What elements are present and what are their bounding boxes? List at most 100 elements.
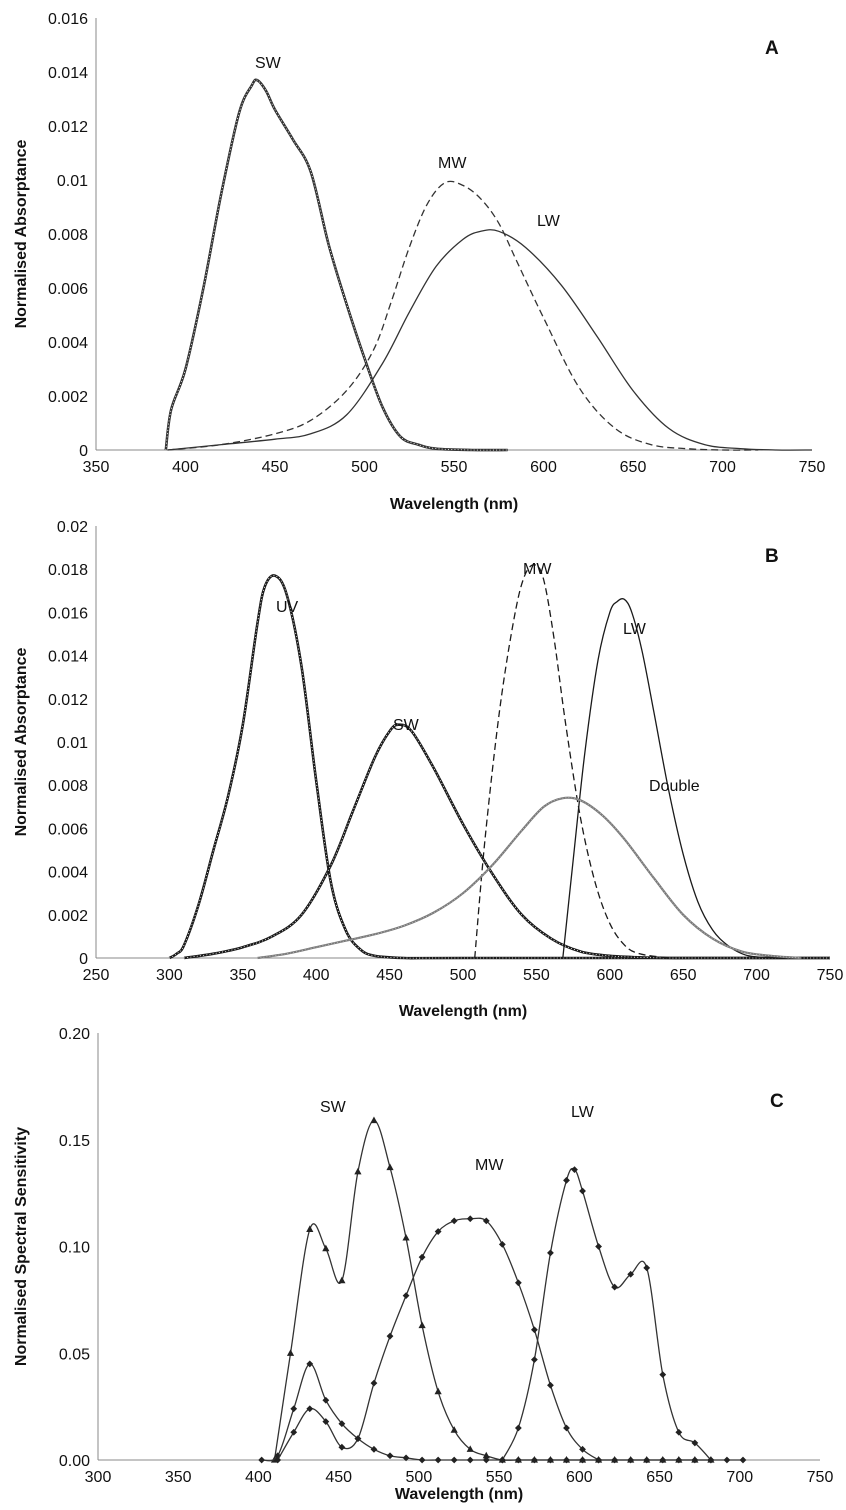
y-tick-label: 0.018 xyxy=(48,562,88,579)
marker-point xyxy=(306,1360,314,1368)
x-axis-label: Wavelength (nm) xyxy=(390,496,518,513)
marker-point xyxy=(386,1452,394,1460)
series-line-texture xyxy=(165,79,508,451)
series-mw: MW xyxy=(274,1157,602,1464)
series-label: MW xyxy=(438,155,467,172)
y-axis-label: Normalised Spectral Sensitivity xyxy=(13,1127,30,1366)
series-label: UV xyxy=(276,599,299,616)
y-tick-label: 0.002 xyxy=(48,908,88,925)
marker-point xyxy=(675,1428,683,1436)
chart-panel-c: 300 350 400 450 500 550 600 650 700 750 0.00 0.05 0.… xyxy=(13,1026,833,1503)
panel-label: B xyxy=(765,546,779,567)
panel-label: C xyxy=(770,1091,784,1112)
y-tick-label: 0 xyxy=(79,443,88,460)
marker-point xyxy=(611,1283,619,1291)
marker-point xyxy=(659,1456,667,1464)
marker-point xyxy=(402,1454,410,1462)
y-tick-label: 0.00 xyxy=(59,1453,90,1470)
y-tick-label: 0.15 xyxy=(59,1133,90,1150)
marker-point xyxy=(290,1428,298,1436)
series-label: LW xyxy=(623,621,647,638)
marker-point xyxy=(322,1244,330,1252)
series-label: Double xyxy=(649,778,700,795)
x-tick-label: 700 xyxy=(709,459,736,476)
marker-point xyxy=(627,1270,635,1278)
x-tick-label: 500 xyxy=(406,1469,433,1486)
series-label: MW xyxy=(523,561,552,578)
y-tick-label: 0.004 xyxy=(48,865,88,882)
x-tick-label: 750 xyxy=(817,967,844,984)
x-tick-label: 550 xyxy=(523,967,550,984)
y-tick-label: 0 xyxy=(79,951,88,968)
x-tick-label: 600 xyxy=(566,1469,593,1486)
marker-point xyxy=(434,1456,442,1464)
y-tick-label: 0.012 xyxy=(48,692,88,709)
marker-point xyxy=(322,1396,330,1404)
series-label: SW xyxy=(320,1099,347,1116)
y-tick-label: 0.006 xyxy=(48,821,88,838)
marker-point xyxy=(707,1456,715,1464)
chart-panel-a: 350 400 450 500 550 600 650 700 750 0 0.002 0.004 0.… xyxy=(13,11,825,513)
marker-point xyxy=(563,1176,570,1184)
marker-point xyxy=(579,1445,586,1453)
marker-point xyxy=(386,1332,394,1340)
x-tick-label: 450 xyxy=(376,967,403,984)
series-lw: LW xyxy=(498,1104,715,1464)
x-tick-label: 400 xyxy=(172,459,199,476)
marker-point xyxy=(579,1456,586,1464)
marker-point xyxy=(466,1445,474,1452)
x-tick-label: 550 xyxy=(441,459,468,476)
y-tick-label: 0.01 xyxy=(57,173,88,190)
y-tick-label: 0.20 xyxy=(59,1026,90,1043)
series-sw: SW xyxy=(270,1099,715,1463)
marker-point xyxy=(482,1217,490,1225)
marker-point xyxy=(418,1456,426,1464)
marker-point xyxy=(531,1326,538,1334)
marker-point xyxy=(514,1456,522,1464)
marker-point xyxy=(643,1264,651,1272)
y-tick-label: 0.10 xyxy=(59,1240,90,1257)
marker-point xyxy=(643,1456,651,1464)
x-axis-label: Wavelength (nm) xyxy=(395,1486,523,1503)
x-tick-label: 450 xyxy=(262,459,289,476)
series-label: SW xyxy=(255,55,282,72)
x-tick-label: 300 xyxy=(85,1469,112,1486)
marker-point xyxy=(322,1418,330,1425)
marker-point xyxy=(691,1439,699,1447)
panel-label: A xyxy=(765,38,779,59)
marker-point xyxy=(482,1451,490,1459)
series-line xyxy=(183,723,830,960)
y-tick-label: 0.006 xyxy=(48,281,88,298)
marker-point xyxy=(675,1456,683,1464)
marker-point xyxy=(418,1321,426,1329)
x-tick-label: 700 xyxy=(743,967,770,984)
marker-point xyxy=(547,1456,554,1464)
marker-point xyxy=(579,1187,586,1195)
marker-point xyxy=(595,1456,602,1464)
series-line xyxy=(168,574,830,960)
marker-point xyxy=(627,1456,635,1464)
series-label: MW xyxy=(475,1157,504,1174)
x-tick-label: 350 xyxy=(229,967,256,984)
series-line xyxy=(167,229,813,451)
x-tick-label: 700 xyxy=(726,1469,753,1486)
marker-point xyxy=(290,1405,298,1413)
series-double: Double xyxy=(257,778,801,960)
x-tick-label: 600 xyxy=(596,967,623,984)
marker-point xyxy=(402,1233,410,1241)
marker-point xyxy=(691,1456,699,1464)
marker-point xyxy=(306,1405,314,1413)
x-tick-label: 750 xyxy=(807,1469,834,1486)
marker-point xyxy=(563,1456,570,1464)
marker-point xyxy=(306,1225,314,1233)
y-tick-label: 0.014 xyxy=(48,65,88,82)
marker-point xyxy=(370,1116,378,1124)
y-tick-label: 0.004 xyxy=(48,335,88,352)
marker-point xyxy=(466,1456,474,1464)
x-tick-label: 550 xyxy=(486,1469,513,1486)
series-label: LW xyxy=(537,213,561,230)
series-label: LW xyxy=(571,1104,595,1121)
marker-point xyxy=(370,1445,378,1453)
x-tick-label: 350 xyxy=(83,459,110,476)
series-line xyxy=(501,1167,712,1461)
